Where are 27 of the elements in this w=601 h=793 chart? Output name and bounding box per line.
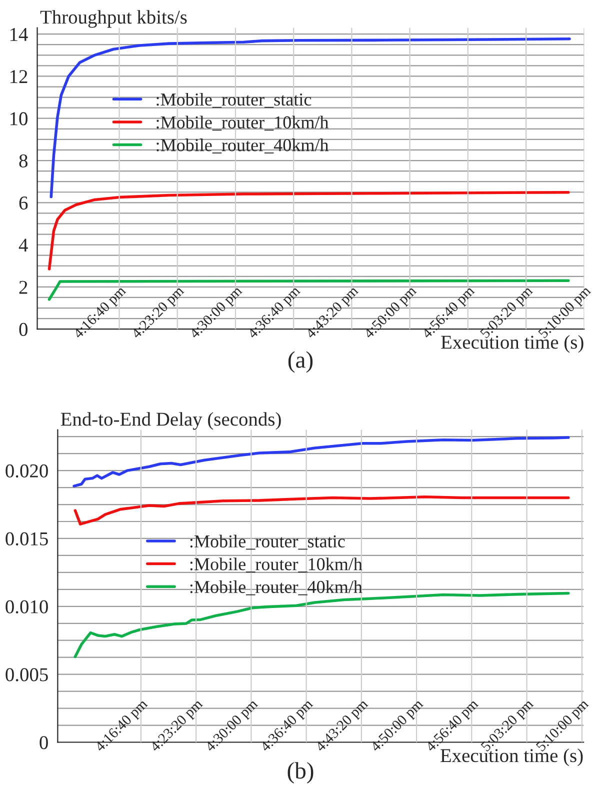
line-series (74, 496, 570, 526)
legend-label: :Mobile_router_static (190, 534, 345, 550)
y-tick-label: 6 (19, 196, 28, 210)
text: (b) (288, 762, 314, 784)
y-tick-label: 8 (19, 154, 28, 168)
y-tick-label: 0.010 (6, 600, 48, 614)
y-tick-label: 0.020 (6, 464, 48, 478)
y-tick-label: 0 (40, 736, 48, 750)
legend-label: :Mobile_router_40km/h (156, 138, 329, 154)
y-axis-title: End-to-End Delay (seconds) (60, 412, 281, 430)
legend-label: :Mobile_router_10km/h (156, 116, 329, 131)
text: (a) (288, 351, 313, 373)
legend-label: :Mobile_router_static (156, 92, 312, 108)
y-tick-label: 0 (19, 322, 28, 336)
y-tick-label: 4 (18, 238, 28, 252)
y-tick-label: 14 (10, 28, 28, 41)
legend-label: :Mobile_router_40km/h (190, 580, 362, 596)
y-tick-label: 0.015 (6, 532, 48, 546)
line-series (72, 436, 570, 488)
y-tick-label: 10 (10, 112, 28, 126)
y-tick-label: 12 (10, 70, 28, 83)
line-series (48, 190, 570, 270)
line-series (50, 38, 571, 198)
y-tick-label: 2 (19, 280, 28, 294)
y-axis-title: Throughput kbits/s (40, 10, 187, 28)
y-tick-label: 0.005 (6, 668, 48, 682)
legend-label: :Mobile_router_10km/h (190, 558, 362, 572)
